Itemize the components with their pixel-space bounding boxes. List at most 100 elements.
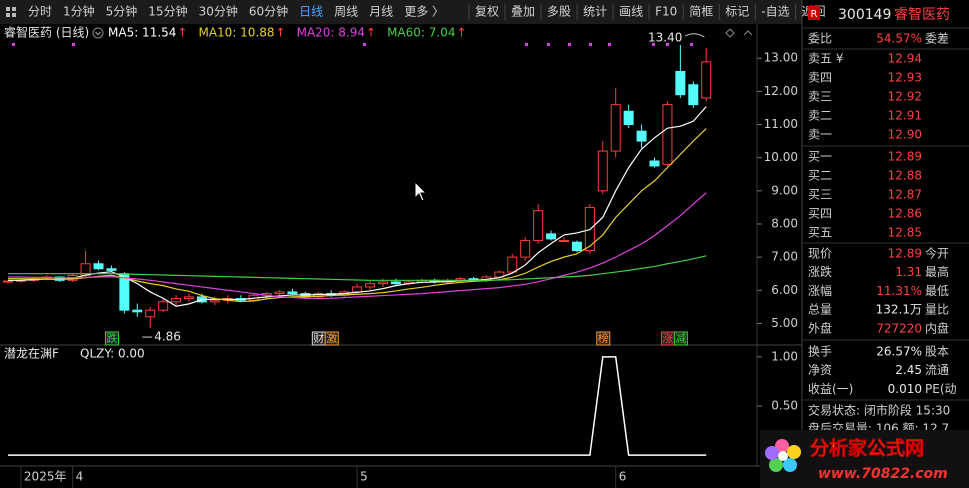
row-value: 11.31% [876, 284, 922, 298]
row-label: 卖五 ¥ [808, 52, 844, 66]
candle-body [171, 298, 182, 303]
period-tab[interactable]: 月线 [369, 5, 393, 19]
indicator-line [8, 356, 707, 456]
row-label: 总量 [808, 303, 832, 317]
legend-entry: MA60: 7.04 [387, 26, 455, 40]
indicator-title: 潜龙在渊F [4, 347, 59, 361]
tool-button[interactable]: F10 [655, 5, 677, 19]
period-tab[interactable]: 1分钟 [63, 4, 95, 19]
row-label: 买一 [808, 150, 832, 164]
period-tab[interactable]: 5分钟 [106, 4, 138, 19]
signal-dot [589, 43, 592, 46]
chart-title: 睿智医药 (日线) [4, 25, 89, 40]
row-extra: 内盘 [925, 320, 949, 335]
row-extra: 最高 [925, 264, 949, 279]
signal-dot [525, 43, 528, 46]
collapse-icon[interactable] [743, 30, 753, 36]
row-value: 727220 [876, 321, 922, 335]
y-tick-label: 1.00 [771, 349, 798, 363]
candle-body [145, 309, 156, 318]
tool-button[interactable]: 简框 [689, 5, 713, 19]
candle-body [494, 271, 505, 278]
row-value: 12.92 [888, 90, 922, 104]
row-value: 1.31 [895, 265, 922, 279]
candle-body [158, 301, 169, 311]
logo-petal [787, 445, 801, 459]
period-tab[interactable]: 更多 〉 [404, 5, 444, 19]
y-tick-label: 13.00 [764, 51, 798, 65]
period-tab[interactable]: 30分钟 [199, 4, 238, 19]
candle-body [662, 104, 673, 165]
period-tab[interactable]: 周线 [334, 5, 358, 19]
period-tab[interactable]: 15分钟 [148, 4, 187, 19]
candle-body [352, 286, 363, 293]
x-tick-label: 6 [619, 470, 627, 484]
candle-body [623, 110, 634, 126]
ma-line [8, 255, 707, 281]
watermark: 分析家公式网 www.70822.com [760, 430, 969, 488]
candle-body [507, 256, 518, 273]
row-value: 0.010 [888, 382, 922, 396]
x-tick-label: 4 [76, 470, 84, 484]
period-tab[interactable]: 60分钟 [249, 4, 288, 19]
row-label: 买四 [808, 207, 832, 221]
legend-trend: ↑ [457, 26, 467, 40]
candle-body [365, 283, 376, 288]
candle-body [610, 104, 621, 152]
legend-entry: MA5: 11.54 [108, 26, 176, 40]
dropdown-icon[interactable] [92, 27, 104, 39]
candle-body [597, 150, 608, 192]
tool-button[interactable]: 复权 [475, 5, 499, 19]
row-label: 买三 [808, 188, 832, 202]
logo-petal [769, 458, 783, 472]
y-tick-label: 9.00 [771, 183, 798, 197]
high-label: 13.40 [648, 30, 682, 44]
status-line: 交易状态: 闭市阶段 15:30 [808, 403, 950, 418]
row-extra: 最低 [925, 284, 949, 298]
row-value: 12.93 [888, 71, 922, 85]
tool-button[interactable]: 统计 [583, 5, 607, 19]
candle-body [274, 291, 285, 295]
signal-tag: 榜 [598, 331, 609, 345]
logo-petal [775, 439, 789, 453]
legend-trend: ↑ [177, 26, 187, 40]
row-value: 12.87 [888, 188, 922, 202]
watermark-title: 分析家公式网 [810, 437, 924, 460]
candle-body [93, 263, 104, 270]
ma-line [8, 192, 707, 300]
candle-body [390, 281, 401, 285]
indicator-legend: QLZY: 0.00 [80, 347, 145, 361]
candle-body [533, 210, 544, 242]
badge-box [808, 6, 820, 20]
tool-button[interactable]: 多股 [547, 5, 571, 19]
row-extra: 委差 [925, 32, 949, 46]
tool-button[interactable]: 画线 [619, 5, 643, 19]
row-label: 买二 [808, 169, 832, 183]
y-tick-label: 0.50 [771, 399, 798, 413]
diamond-icon[interactable] [725, 28, 735, 38]
row-label: 买五 [808, 226, 832, 240]
row-value: 54.57% [876, 32, 922, 46]
signal-tag: 激 [326, 331, 337, 345]
row-label: 收益(一) [808, 382, 853, 396]
signal-dot [363, 43, 366, 46]
row-label: 外盘 [808, 320, 832, 335]
signal-dot [547, 43, 550, 46]
row-label: 净资 [808, 363, 832, 377]
x-tick-label: 5 [360, 470, 368, 484]
candle-body [636, 130, 647, 142]
row-value: 12.94 [888, 52, 922, 66]
row-extra: 流通 [925, 363, 949, 377]
row-value: 26.57% [876, 345, 922, 359]
menu-icon[interactable] [6, 7, 16, 17]
period-tab[interactable]: 日线 [299, 5, 323, 19]
row-value: 12.86 [888, 207, 922, 221]
row-extra: 量比 [925, 303, 949, 317]
legend-trend: ↑ [276, 26, 286, 40]
tool-button[interactable]: -自选 [761, 5, 789, 19]
tool-button[interactable]: 叠加 [511, 5, 535, 19]
period-tab[interactable]: 分时 [28, 5, 52, 19]
tool-button[interactable]: 标记 [725, 5, 749, 19]
